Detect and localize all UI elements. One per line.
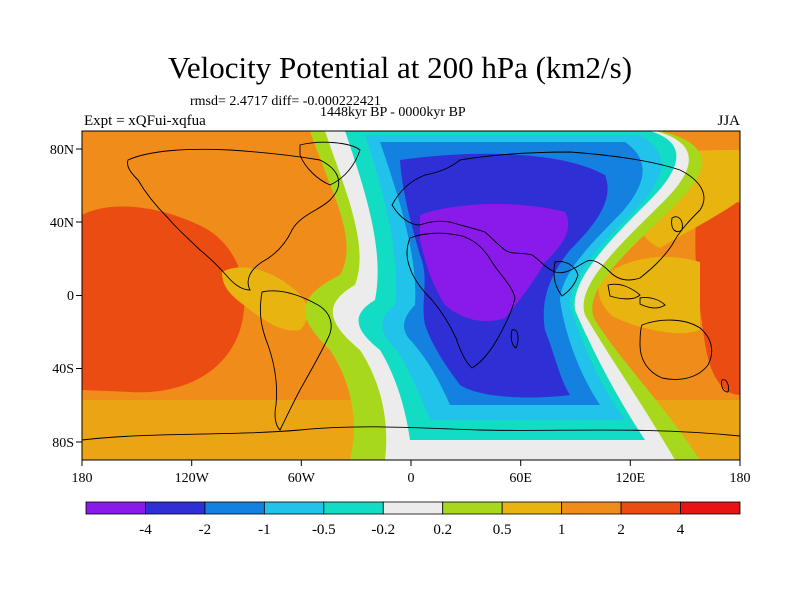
lat-tick-80s: 80S xyxy=(52,436,74,451)
season-label: JJA xyxy=(717,113,740,129)
lat-tick-40s: 40S xyxy=(52,362,74,377)
lon-tick-60w: 60W xyxy=(288,471,316,486)
colorbar-label: -2 xyxy=(199,522,212,538)
positive-centre-west-pacific xyxy=(695,190,740,395)
colorbar-swatch xyxy=(204,501,265,515)
lat-tick-labels: 80N 40N 0 40S 80S xyxy=(50,143,74,451)
colorbar: -4 -2 -1 -0.5 -0.2 0.2 0.5 1 2 4 xyxy=(85,501,741,538)
colorbar-label: 2 xyxy=(617,522,625,538)
colorbar-swatch xyxy=(561,501,622,515)
colorbar-swatch xyxy=(85,501,146,515)
lon-tick-120e: 120E xyxy=(616,471,646,486)
colorbar-swatch xyxy=(620,501,681,515)
lon-tick-60e: 60E xyxy=(509,471,532,486)
contour-minus-4 xyxy=(420,204,569,322)
colorbar-label: 4 xyxy=(677,522,685,538)
colorbar-swatch xyxy=(263,501,325,515)
positive-band-indonesia xyxy=(598,256,700,334)
lon-tick-120w: 120W xyxy=(175,471,210,486)
period-text: 1448kyr BP - 0000kyr BP xyxy=(320,105,466,120)
lat-tick-0: 0 xyxy=(67,289,74,304)
lat-tick-40n: 40N xyxy=(50,216,74,231)
colorbar-label: 0.5 xyxy=(493,522,512,538)
colorbar-swatch xyxy=(680,501,741,515)
colorbar-swatch xyxy=(323,501,384,515)
colorbar-label: -4 xyxy=(139,522,152,538)
positive-band-americas xyxy=(222,267,308,331)
colorbar-swatch xyxy=(442,501,503,515)
stats-text: rmsd= 2.4717 diff= -0.000222421 xyxy=(190,94,381,109)
experiment-text: Expt = xQFui-xqfua xyxy=(84,113,206,129)
colorbar-swatch xyxy=(501,501,563,515)
colorbar-label: 0.2 xyxy=(433,522,452,538)
lon-tick-labels: 180 120W 60W 0 60E 120E 180 xyxy=(72,471,751,486)
lon-tick-0: 0 xyxy=(408,471,415,486)
map-field xyxy=(82,131,740,460)
colorbar-swatch xyxy=(382,501,444,515)
lon-tick-180w: 180 xyxy=(72,471,93,486)
colorbar-label: -1 xyxy=(258,522,271,538)
coastlines xyxy=(82,141,740,441)
lat-tick-80n: 80N xyxy=(50,143,74,158)
map-title: Velocity Potential at 200 hPa (km2/s) xyxy=(167,50,633,85)
colorbar-label: -0.5 xyxy=(312,522,336,538)
colorbar-swatch xyxy=(145,501,206,515)
lon-ticks xyxy=(81,460,741,466)
colorbar-label: 1 xyxy=(558,522,566,538)
lat-ticks xyxy=(76,148,82,443)
colorbar-label: -0.2 xyxy=(371,522,395,538)
lon-tick-180e: 180 xyxy=(730,471,751,486)
